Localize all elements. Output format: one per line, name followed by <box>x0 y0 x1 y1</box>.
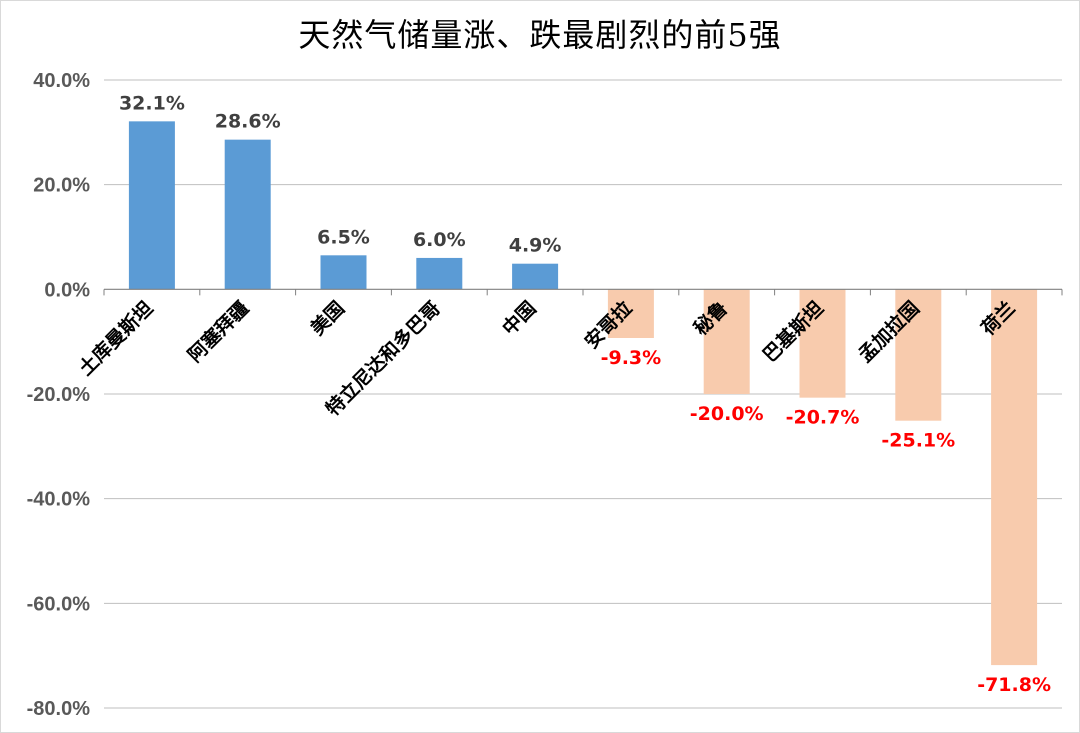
y-tick-label: 20.0% <box>33 175 90 197</box>
y-tick-label: -80.0% <box>27 698 91 720</box>
data-label: -25.1% <box>881 430 955 452</box>
data-label: -20.7% <box>786 407 860 429</box>
y-tick-label: 40.0% <box>33 70 90 92</box>
bar <box>991 289 1038 666</box>
data-label: 28.6% <box>215 111 281 133</box>
y-tick-label: -40.0% <box>27 489 91 511</box>
bar <box>416 257 463 290</box>
bar <box>320 255 367 290</box>
data-label: -9.3% <box>601 347 662 369</box>
data-label: 4.9% <box>509 235 562 257</box>
bar <box>703 289 750 394</box>
bar <box>895 289 942 421</box>
data-label: 32.1% <box>119 92 185 114</box>
chart-title: 天然气储量涨、跌最剧烈的前5强 <box>298 16 782 54</box>
data-label: 6.0% <box>413 229 466 251</box>
y-axis-tick-labels: 40.0% 20.0% 0.0% -20.0% -40.0% -60.0% -80.0% <box>27 70 91 720</box>
bars <box>128 121 1038 666</box>
category-label: 土库曼斯坦 <box>74 297 157 380</box>
data-label: -20.0% <box>690 403 764 425</box>
category-label: 阿塞拜疆 <box>183 297 253 367</box>
data-label: -71.8% <box>977 674 1051 696</box>
category-label: 中国 <box>497 297 540 340</box>
bar <box>607 289 654 339</box>
bar <box>224 139 271 290</box>
data-labels: 32.1%28.6%6.5% 6.0% 4.9%-9.3%-20.0% -20.7%-… <box>119 92 1051 696</box>
bar <box>512 263 559 290</box>
x-axis <box>103 288 1063 296</box>
bar <box>128 121 175 290</box>
y-tick-label: -60.0% <box>27 593 91 615</box>
category-label: 美国 <box>306 297 349 340</box>
bar <box>799 289 846 398</box>
y-tick-label: -20.0% <box>27 384 91 406</box>
data-label: 6.5% <box>317 226 370 248</box>
y-tick-label: 0.0% <box>44 279 90 301</box>
